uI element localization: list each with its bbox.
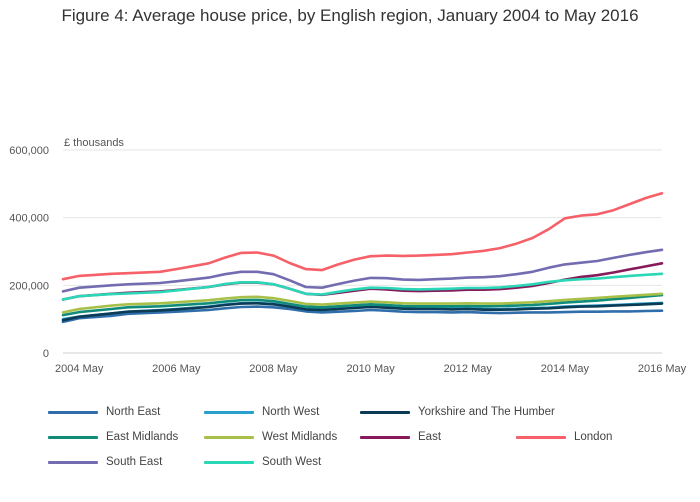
legend-swatch: [516, 435, 566, 439]
legend-swatch: [204, 460, 254, 464]
legend-item[interactable]: East Midlands: [48, 431, 178, 443]
x-tick-label: 2004 May: [55, 363, 104, 375]
legend-item[interactable]: London: [516, 431, 612, 443]
legend-label: South East: [106, 456, 163, 468]
legend-swatch: [360, 410, 410, 414]
y-tick-label: 0: [43, 348, 49, 360]
legend-swatch: [48, 435, 98, 439]
legend-swatch: [204, 410, 254, 414]
chart-title: Figure 4: Average house price, by Englis…: [61, 6, 639, 25]
x-tick-label: 2010 May: [346, 363, 395, 375]
legend-swatch: [360, 435, 410, 439]
y-tick-label: 600,000: [9, 145, 49, 157]
y-tick-label: 400,000: [9, 213, 49, 225]
x-tick-label: 2006 May: [152, 363, 201, 375]
series-lines: [61, 192, 664, 324]
legend-item[interactable]: South West: [204, 456, 321, 468]
legend-label: West Midlands: [262, 431, 338, 443]
legend-label: London: [574, 431, 613, 443]
legend-item[interactable]: West Midlands: [204, 431, 337, 443]
y-tick-label: 200,000: [9, 280, 49, 292]
legend-item[interactable]: North West: [204, 406, 319, 418]
legend-item[interactable]: East: [360, 431, 441, 443]
legend-item[interactable]: North East: [48, 406, 160, 418]
legend-label: North East: [106, 406, 161, 418]
x-tick-label: 2012 May: [444, 363, 493, 375]
legend-label: East: [418, 431, 442, 443]
series-line-yorkshire-and-the-humber[interactable]: [61, 301, 664, 322]
y-axis-unit-label: £ thousands: [64, 137, 124, 149]
x-axis-ticks: 2004 May 2006 May 2008 May 2010 May 2012 May…: [55, 363, 687, 375]
legend-swatch: [204, 435, 254, 439]
series-line-east[interactable]: [61, 261, 664, 301]
series-line-south-west[interactable]: [61, 272, 664, 301]
series-line-west-midlands[interactable]: [61, 292, 664, 314]
gridlines: [63, 149, 662, 354]
series-line-south-east[interactable]: [61, 248, 664, 293]
legend-swatch: [48, 460, 98, 464]
x-tick-label: 2014 May: [541, 363, 590, 375]
legend-label: North West: [262, 406, 320, 418]
legend-item[interactable]: South East: [48, 456, 162, 468]
legend-label: Yorkshire and The Humber: [418, 406, 555, 418]
legend-swatch: [48, 410, 98, 414]
legend-label: South West: [262, 456, 322, 468]
y-axis-ticks: 0 200,000 400,000 600,000: [9, 145, 49, 360]
legend-item[interactable]: Yorkshire and The Humber: [360, 406, 555, 418]
x-tick-label: 2008 May: [249, 363, 298, 375]
x-tick-label: 2016 May: [638, 363, 687, 375]
series-line-east-midlands[interactable]: [61, 293, 664, 317]
series-line-north-east[interactable]: [61, 305, 664, 324]
legend-label: East Midlands: [106, 431, 179, 443]
series-line-london[interactable]: [61, 192, 664, 281]
